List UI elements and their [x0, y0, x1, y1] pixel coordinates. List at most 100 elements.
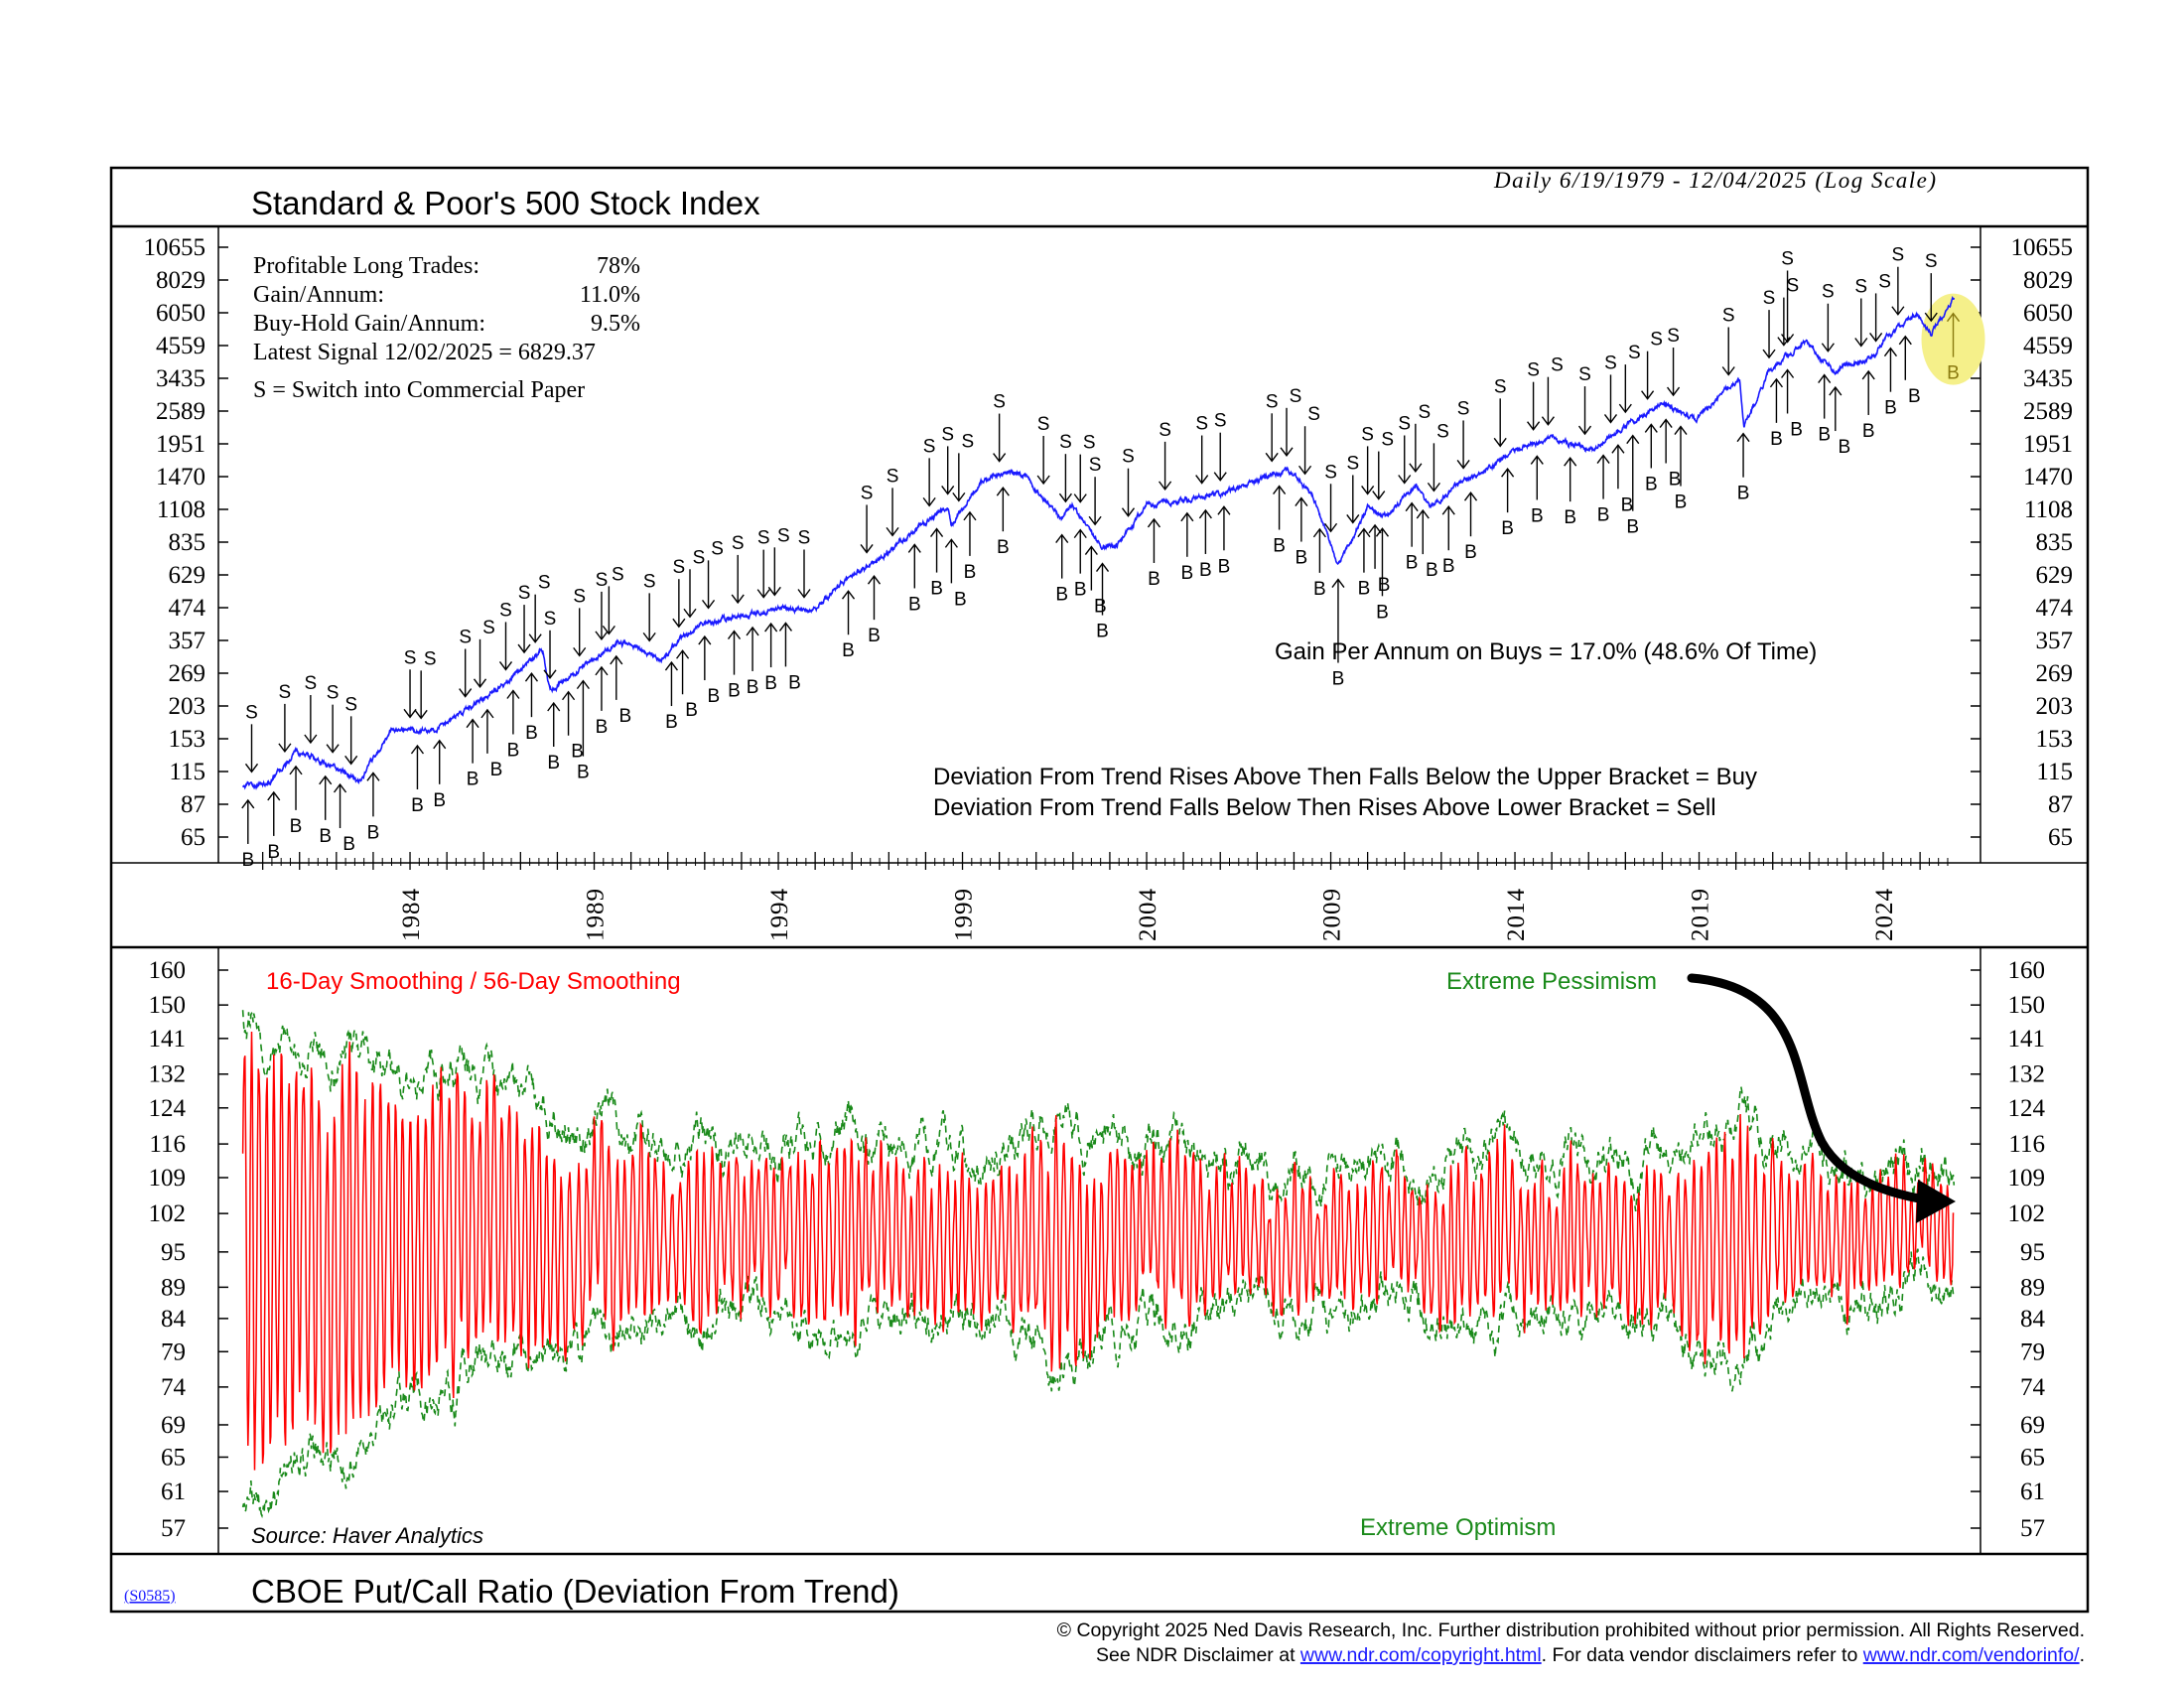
sell-signal: S [1372, 430, 1394, 500]
sell-label: S [1551, 355, 1564, 376]
y-tick-label-left: 102 [149, 1200, 187, 1227]
sell-signal: S [1195, 414, 1209, 485]
buy-signal: B [333, 782, 355, 855]
y-tick-label-right: 160 [2008, 957, 2046, 984]
sell-label: S [1494, 376, 1507, 397]
arrowhead-icon [1721, 366, 1735, 376]
arrowhead-icon [1456, 460, 1470, 470]
chart-code-link[interactable]: (S0585) [124, 1588, 176, 1605]
sell-label: S [1122, 447, 1135, 468]
y-tick-label-right: 269 [2036, 660, 2074, 687]
buy-label: B [1358, 579, 1371, 600]
y-tick-label-right: 95 [2020, 1239, 2045, 1266]
buy-signal: B [1736, 432, 1750, 504]
sell-signal: S [1036, 414, 1050, 486]
arrowhead-icon [241, 798, 255, 809]
chart-title: Standard & Poor's 500 Stock Index [251, 185, 760, 221]
arrowhead-icon [1916, 1180, 1956, 1223]
arrowhead-icon [1058, 492, 1072, 503]
arrowhead-icon [1273, 485, 1287, 494]
buy-label: B [1074, 580, 1087, 601]
buy-signal: B [562, 690, 584, 763]
buy-signal: B [1416, 508, 1438, 581]
arrowhead-icon [1368, 523, 1382, 534]
y-tick-label-right: 65 [2020, 1444, 2045, 1471]
y-tick-label-left: 116 [149, 1131, 186, 1158]
sell-label: S [757, 528, 770, 549]
sell-label: S [1604, 352, 1617, 373]
sell-label: S [1854, 277, 1867, 298]
sell-signal: S [304, 673, 318, 745]
sp500-line [241, 296, 1956, 790]
sell-label: S [404, 647, 417, 668]
stat-label: Gain/Annum: [253, 282, 384, 308]
arrowhead-icon [886, 526, 899, 537]
buy-label: B [1199, 560, 1212, 581]
y-tick-label-right: 8029 [2023, 267, 2073, 294]
sell-signal: S [1603, 352, 1618, 424]
buy-label: B [1564, 507, 1576, 528]
y-tick-label-left: 65 [181, 824, 205, 851]
sell-label: S [1361, 424, 1374, 445]
y-tick-label-right: 57 [2020, 1515, 2045, 1542]
arrowhead-icon [1736, 432, 1750, 443]
sell-label: S [482, 618, 495, 638]
sell-label: S [673, 557, 686, 578]
arrowhead-icon [1596, 454, 1610, 465]
oscillator-layer [241, 1010, 1956, 1519]
sell-label: S [1324, 462, 1337, 483]
copyright-link[interactable]: www.ndr.com/copyright.html [1299, 1644, 1542, 1666]
buy-label: B [290, 816, 303, 837]
arrowhead-icon [1213, 472, 1227, 482]
buy-signal: B [963, 510, 977, 583]
buy-label: B [707, 686, 720, 707]
y-tick-label-left: 629 [169, 562, 206, 589]
vendorinfo-link[interactable]: www.ndr.com/vendorinfo/ [1862, 1644, 2080, 1666]
arrowhead-icon [941, 485, 955, 495]
buy-rule-note: Deviation From Trend Rises Above Then Fa… [933, 764, 1757, 790]
arrowhead-icon [1527, 421, 1541, 431]
y-tick-label-left: 65 [161, 1444, 186, 1471]
buy-label: B [1884, 398, 1897, 419]
x-tick-label: 2014 [1503, 888, 1530, 941]
y-tick-label-right: 109 [2008, 1165, 2046, 1192]
sell-signal: S [1427, 421, 1449, 492]
arrowhead-icon [1147, 517, 1161, 528]
lower-axes: 160 160 150 150 141 141 132 132 124 124 116 116 109 1… [149, 957, 2046, 1542]
sell-label: S [711, 538, 724, 559]
arrowhead-icon [1891, 306, 1905, 316]
sell-label: S [1650, 330, 1663, 351]
y-tick-label-right: 1951 [2023, 431, 2073, 458]
arrowhead-icon [1659, 418, 1673, 428]
sell-signal: S [1762, 288, 1776, 359]
arrowhead-icon [524, 671, 539, 682]
buy-signal: B [930, 527, 944, 600]
buy-label: B [319, 826, 332, 847]
arrowhead-icon [517, 643, 531, 654]
buy-label: B [1096, 622, 1109, 642]
arrowhead-icon [1398, 475, 1412, 485]
sell-label: S [961, 431, 974, 452]
arrowhead-icon [1159, 481, 1172, 492]
buy-label: B [1313, 579, 1326, 600]
buy-signal: B [433, 739, 447, 811]
stat-value: 9.5% [591, 311, 640, 337]
arrowhead-icon [1821, 343, 1835, 352]
arrowhead-icon [1667, 386, 1681, 397]
buy-signal: B [1441, 505, 1455, 577]
arrowhead-icon [602, 625, 615, 635]
sell-signal: S [1398, 414, 1412, 485]
arrowhead-icon [1198, 508, 1212, 519]
sell-label: S [1266, 391, 1279, 412]
sell-signal: S [1577, 364, 1592, 436]
buy-label: B [1645, 474, 1658, 494]
sell-label: S [1195, 414, 1208, 435]
arrowhead-icon [466, 718, 479, 729]
y-tick-label-right: 79 [2020, 1338, 2045, 1365]
buy-label: B [411, 795, 424, 816]
y-tick-label-left: 835 [169, 529, 206, 556]
arrowhead-icon [860, 544, 874, 554]
arrowhead-icon [930, 527, 944, 538]
arrowhead-icon [528, 633, 542, 643]
buy-label: B [547, 753, 560, 774]
